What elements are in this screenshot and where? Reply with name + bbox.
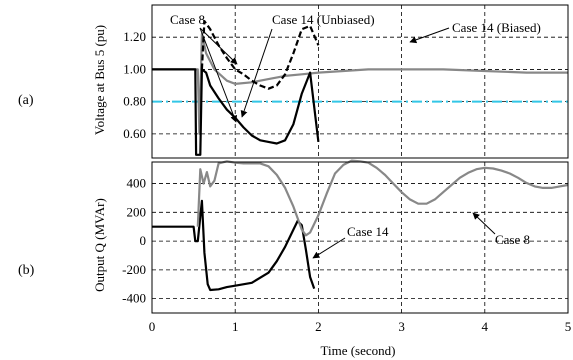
panel-b-frame [151, 161, 569, 314]
annotation-case-8-a: Case 8 [170, 12, 205, 27]
panel-b-grid [152, 162, 568, 313]
series-case-14-biased [200, 20, 320, 90]
panel-b-x-ticks: 0 1 2 3 4 5 [149, 319, 572, 334]
y-tick-label: 1.20 [123, 29, 146, 44]
annotation-arrow-case-14-unbiased [240, 28, 273, 118]
x-tick-label: 4 [482, 319, 489, 334]
annotation-case-14-unbiased: Case 14 (Unbiased) [272, 12, 375, 27]
panel-a-label: (a) [18, 93, 34, 108]
x-tick-label: 2 [315, 319, 322, 334]
annotation-case-14-biased: Case 14 (Biased) [452, 20, 541, 35]
series-case-14 [152, 199, 316, 292]
panel-a-series [152, 20, 568, 156]
panel-a-y-ticks: 0.60 0.80 1.00 1.20 [123, 29, 146, 141]
annotation-case-8-b: Case 8 [495, 232, 530, 247]
panel-a-voltage: (a) Voltage at Bus 5 (pu) 0.60 0.80 1.00 1.… [18, 4, 569, 159]
panel-a-ylabel: Voltage at Bus 5 (pu) [92, 25, 107, 135]
panel-b-output-q: (b) Output Q (MVAr) -400 -200 0 200 400 0 1 2 3… [18, 159, 572, 358]
y-tick-label: 200 [127, 204, 147, 219]
panel-a-frame [151, 4, 569, 159]
y-tick-label: 1.00 [123, 61, 146, 76]
y-tick-label: 0.80 [123, 94, 146, 109]
panel-b-xlabel: Time (second) [321, 343, 396, 358]
x-tick-label: 1 [232, 319, 239, 334]
panel-b-y-ticks: -400 -200 0 200 400 [122, 176, 146, 306]
y-tick-label: 0 [140, 233, 147, 248]
annotation-case-14-b: Case 14 [347, 224, 389, 239]
y-tick-label: 400 [127, 176, 147, 191]
panel-b-label: (b) [18, 263, 35, 278]
annotation-arrow-case-8-a [199, 27, 238, 65]
series-case-14-unbiased [152, 68, 320, 156]
y-tick-label: -200 [122, 262, 146, 277]
annotation-arrow-case-8-b [199, 27, 238, 123]
annotation-arrow-case-8-panel-b [472, 212, 496, 235]
x-tick-label: 0 [149, 319, 156, 334]
y-tick-label: -400 [122, 291, 146, 306]
annotation-arrow-case-14-b [312, 237, 346, 259]
series-case-8 [152, 32, 568, 135]
annotation-arrow-case-14-biased [409, 27, 450, 44]
x-tick-label: 3 [398, 319, 405, 334]
x-tick-label: 5 [565, 319, 572, 334]
panel-b-ylabel: Output Q (MVAr) [92, 198, 107, 292]
y-tick-label: 0.60 [123, 126, 146, 141]
